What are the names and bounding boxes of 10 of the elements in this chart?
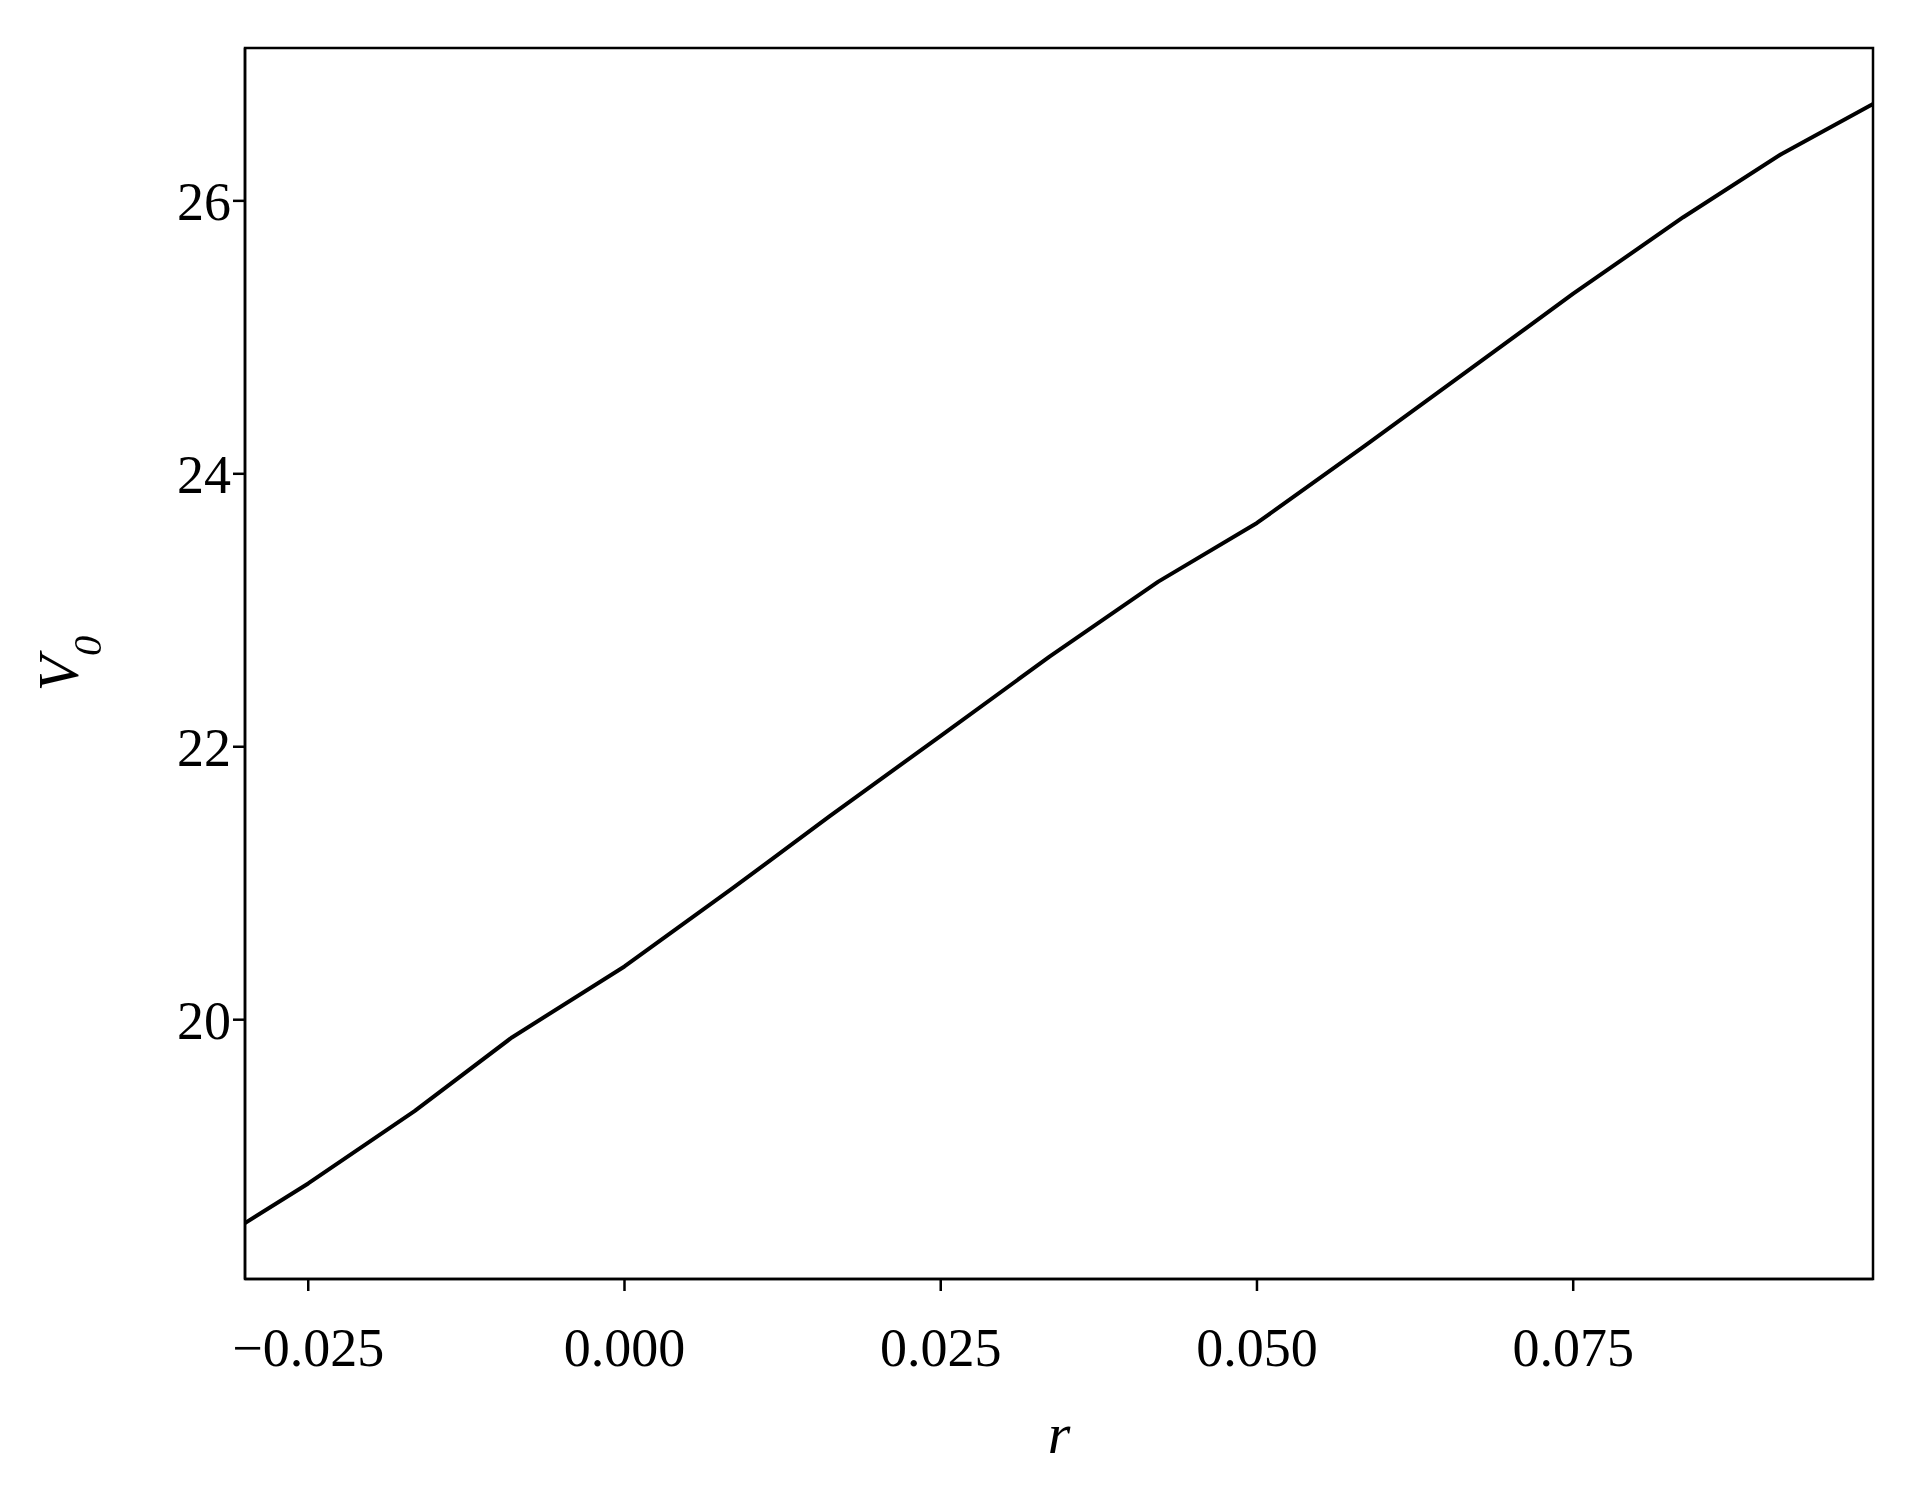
y-tick-label: 20 (177, 990, 231, 1051)
x-tick-label: 0.025 (879, 1318, 1002, 1379)
x-tick-label: 0.050 (1196, 1318, 1318, 1379)
y-tick-label: 22 (177, 717, 231, 778)
y-tick-label: 24 (177, 444, 231, 505)
x-tick-label: −0.025 (232, 1318, 385, 1379)
x-tick-label: 0.075 (1512, 1318, 1634, 1379)
y-tick-label: 26 (177, 172, 231, 233)
x-tick-label: 0.000 (563, 1318, 686, 1379)
x-axis-title: r (1047, 1401, 1071, 1466)
